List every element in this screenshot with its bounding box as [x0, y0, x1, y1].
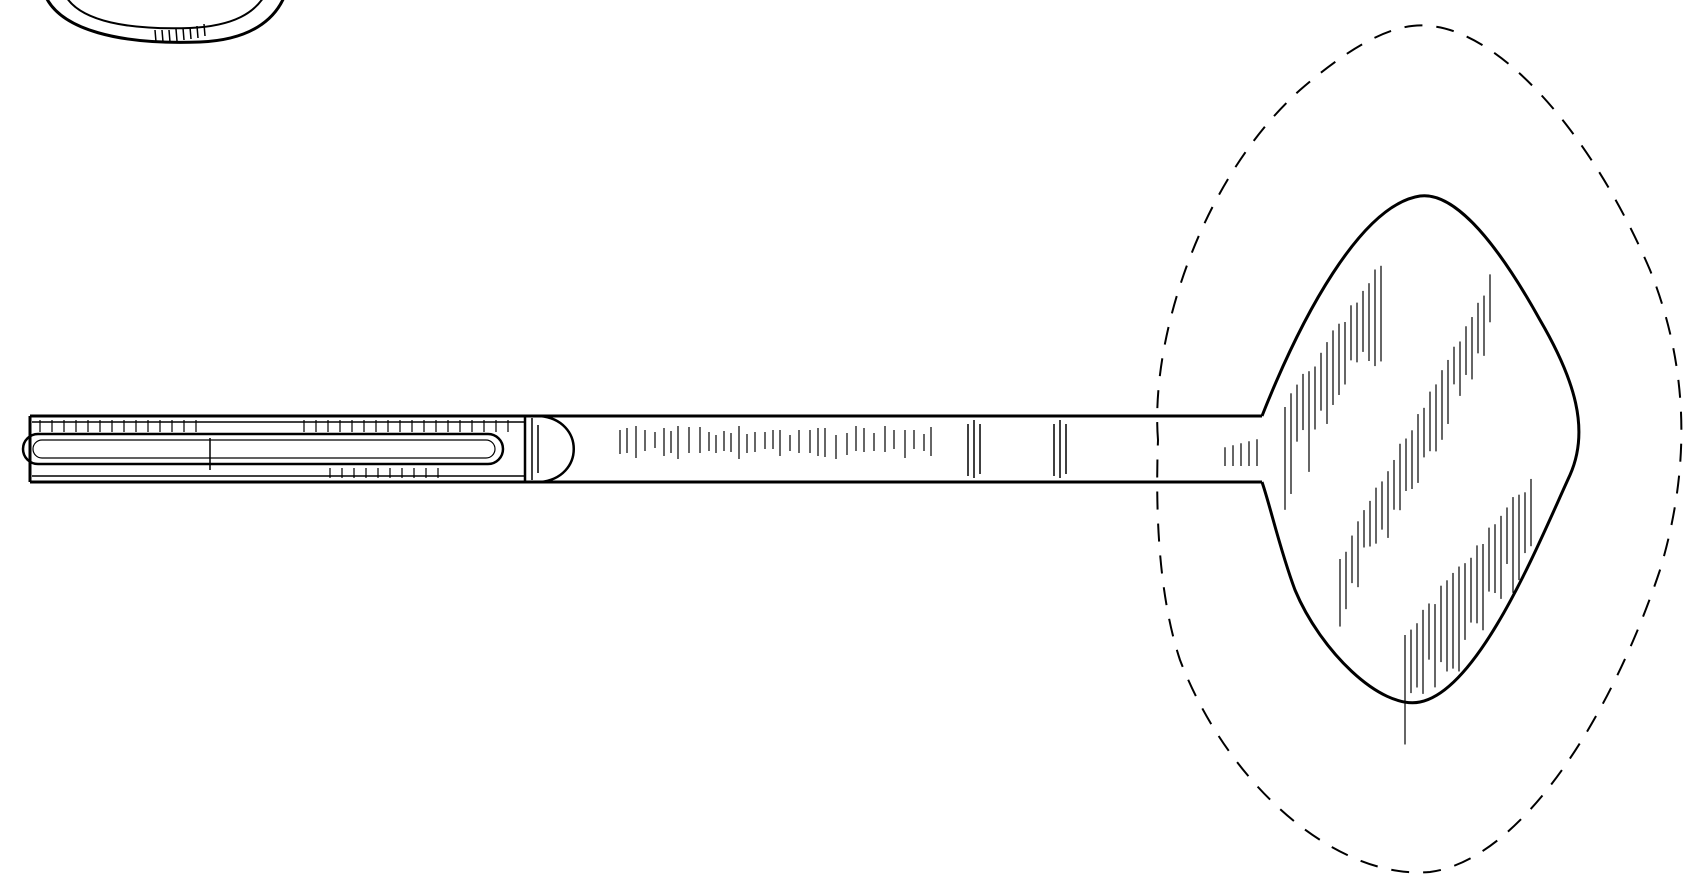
head-shading: [1285, 266, 1531, 745]
ring-hatching: [155, 24, 205, 42]
hang-slot: [23, 434, 503, 464]
handle: [23, 416, 1262, 482]
ring-fragment: [45, 0, 285, 42]
grip-shading: [40, 420, 508, 478]
shaft-shading: [620, 426, 1257, 466]
dashed-boundary: [1157, 25, 1681, 872]
